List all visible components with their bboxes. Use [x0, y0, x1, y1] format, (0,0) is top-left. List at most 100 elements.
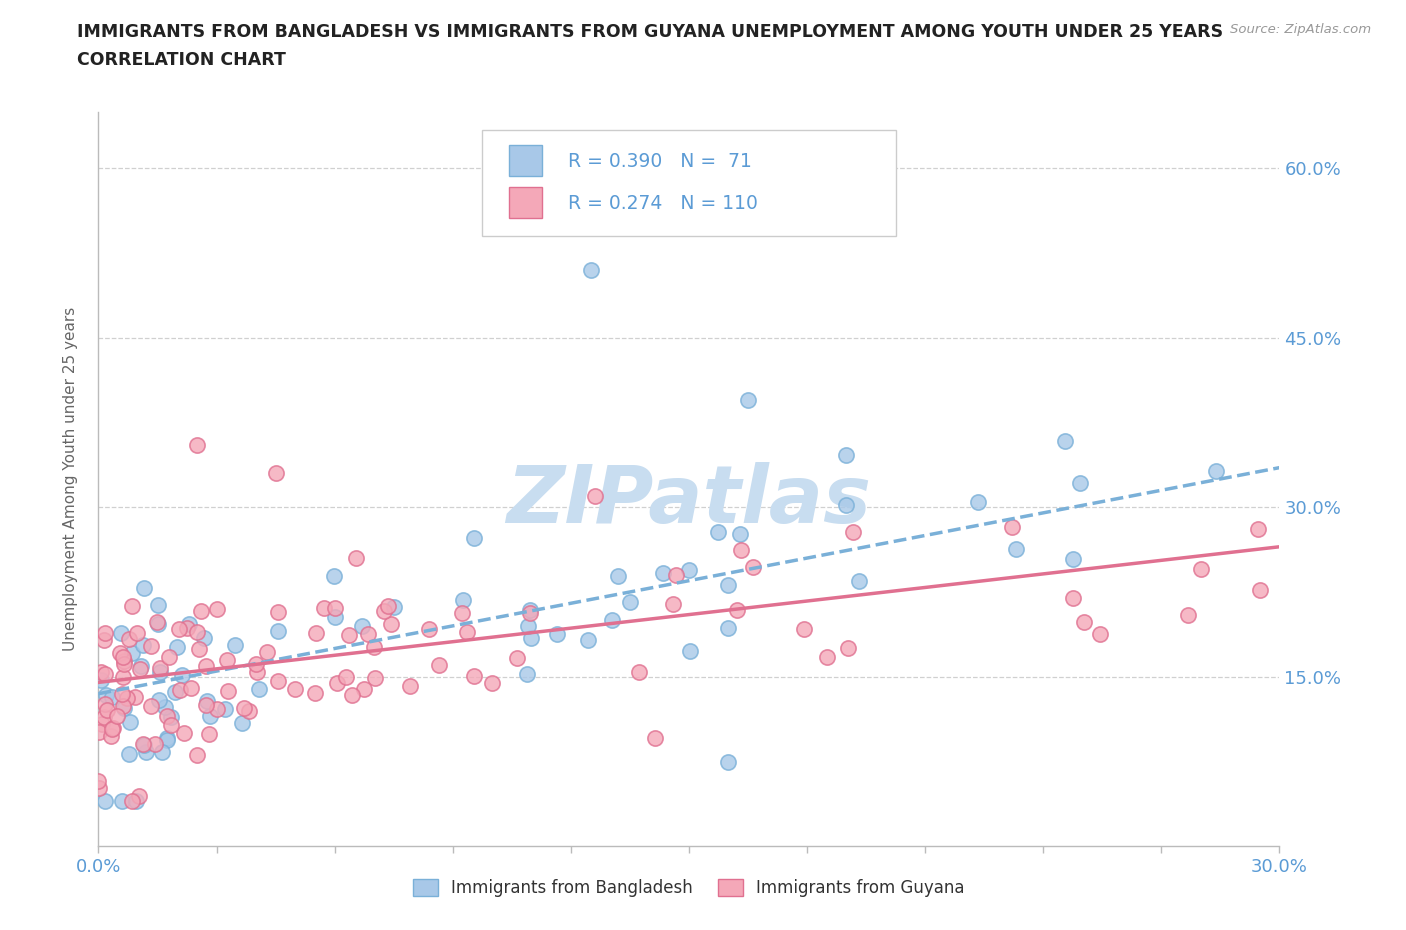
Point [1205, 463, 1227, 478]
Text: IMMIGRANTS FROM BANGLADESH VS IMMIGRANTS FROM GUYANA UNEMPLOYMENT AMONG YOUTH UN: IMMIGRANTS FROM BANGLADESH VS IMMIGRANTS… [77, 23, 1223, 41]
Point [134, 580, 156, 595]
Point [1073, 615, 1095, 630]
Point [463, 530, 485, 545]
Point [112, 657, 135, 671]
Point [87, 774, 110, 789]
Point [149, 664, 172, 679]
Point [160, 710, 183, 724]
Point [245, 657, 267, 671]
Point [456, 624, 478, 639]
Point [101, 689, 124, 704]
Point [176, 620, 198, 635]
Point [215, 653, 238, 668]
Point [337, 627, 360, 642]
Point [725, 603, 748, 618]
Point [205, 602, 228, 617]
Point [93, 625, 115, 640]
Point [214, 701, 236, 716]
Point [94, 793, 117, 808]
Point [730, 543, 752, 558]
Legend: Immigrants from Bangladesh, Immigrants from Guyana: Immigrants from Bangladesh, Immigrants f… [406, 872, 972, 904]
Point [312, 601, 335, 616]
Point [264, 466, 287, 481]
Point [418, 622, 440, 637]
Point [353, 682, 375, 697]
Point [110, 625, 132, 640]
Point [108, 645, 131, 660]
Point [815, 650, 838, 665]
Point [124, 793, 146, 808]
Point [153, 699, 176, 714]
Point [198, 726, 221, 741]
FancyBboxPatch shape [482, 130, 896, 236]
Point [132, 737, 155, 751]
Point [156, 731, 179, 746]
Y-axis label: Unemployment Among Youth under 25 years: Unemployment Among Youth under 25 years [63, 307, 77, 651]
Point [516, 618, 538, 633]
Point [728, 526, 751, 541]
Point [717, 754, 740, 769]
Point [129, 658, 152, 673]
Point [717, 578, 740, 592]
Point [665, 567, 688, 582]
Point [304, 685, 326, 700]
Point [1001, 519, 1024, 534]
Point [150, 745, 173, 760]
Point [111, 699, 134, 714]
Point [101, 722, 124, 737]
Bar [509, 145, 543, 177]
Point [94, 687, 117, 702]
Point [1189, 562, 1212, 577]
Point [247, 682, 270, 697]
Point [326, 675, 349, 690]
Point [1247, 522, 1270, 537]
Point [267, 673, 290, 688]
Point [190, 604, 212, 618]
Point [842, 525, 865, 539]
Point [156, 732, 179, 747]
Point [284, 682, 307, 697]
Point [344, 551, 367, 565]
Point [357, 627, 380, 642]
Point [118, 631, 141, 646]
Point [737, 392, 759, 407]
Point [600, 613, 623, 628]
Point [382, 600, 405, 615]
Point [1090, 626, 1112, 641]
Point [111, 669, 134, 684]
Point [200, 709, 222, 724]
Point [373, 604, 395, 618]
Point [835, 498, 858, 512]
Point [180, 680, 202, 695]
Point [380, 617, 402, 631]
Point [141, 698, 163, 713]
Point [100, 729, 122, 744]
Point [224, 637, 246, 652]
Point [94, 667, 117, 682]
Point [717, 621, 740, 636]
Point [132, 737, 155, 752]
Point [187, 642, 209, 657]
Point [121, 645, 143, 660]
Point [399, 678, 422, 693]
Point [546, 626, 568, 641]
Point [246, 665, 269, 680]
Point [516, 667, 538, 682]
Text: CORRELATION CHART: CORRELATION CHART [77, 51, 287, 69]
Point [89, 780, 111, 795]
Point [111, 793, 134, 808]
Point [169, 683, 191, 698]
Point [1004, 541, 1026, 556]
Point [149, 661, 172, 676]
Point [101, 721, 124, 736]
Point [125, 626, 148, 641]
Point [519, 606, 541, 621]
Point [652, 565, 675, 580]
Point [583, 488, 606, 503]
Point [146, 617, 169, 631]
Point [231, 715, 253, 730]
Point [195, 694, 218, 709]
Point [112, 700, 135, 715]
Point [105, 709, 128, 724]
Point [451, 592, 474, 607]
